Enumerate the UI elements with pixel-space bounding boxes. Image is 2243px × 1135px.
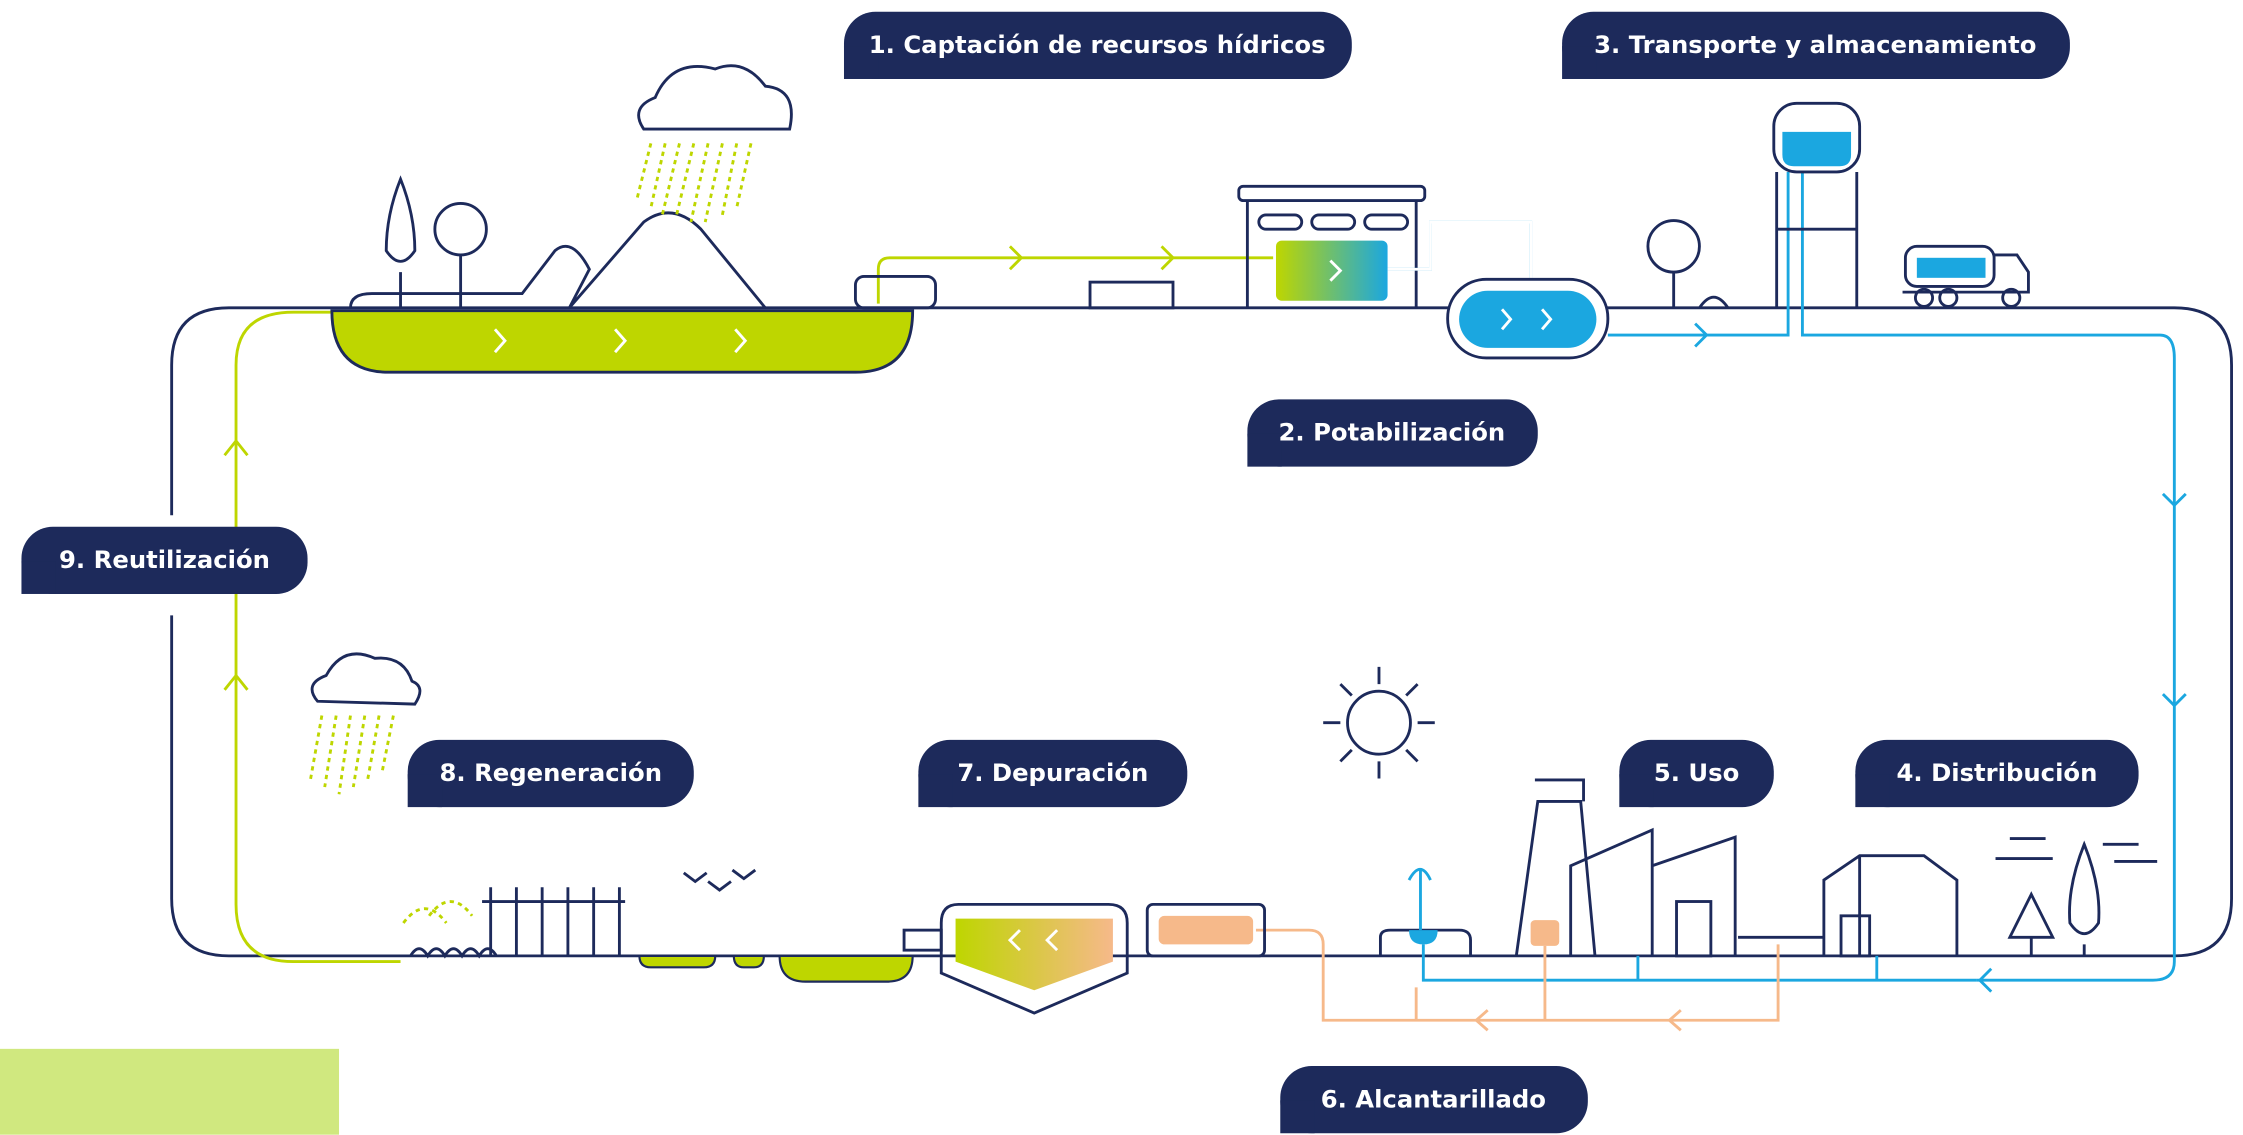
wastewater-plant bbox=[403, 870, 1264, 1013]
step-4: 4. Distribución bbox=[1855, 740, 2138, 807]
step-2: 2. Potabilización bbox=[1247, 399, 1537, 466]
step-7: 7. Depuración bbox=[918, 740, 1187, 807]
step-label: 2. Potabilización bbox=[1278, 418, 1505, 447]
step-label: 4. Distribución bbox=[1897, 758, 2098, 787]
reservoir bbox=[332, 311, 913, 373]
step-5: 5. Uso bbox=[1619, 740, 1773, 807]
step-label: 7. Depuración bbox=[957, 758, 1148, 787]
landscape bbox=[350, 66, 1173, 308]
step-9: 9. Reutilización bbox=[21, 527, 307, 594]
storage bbox=[1648, 103, 2029, 308]
page: 1. Captación de recursos hídricos 2. Pot… bbox=[0, 0, 2243, 1135]
step-label: 5. Uso bbox=[1654, 758, 1739, 787]
city bbox=[1380, 780, 2157, 980]
water-cycle-diagram: 1. Captación de recursos hídricos 2. Pot… bbox=[0, 0, 2243, 1135]
step-label: 1. Captación de recursos hídricos bbox=[869, 30, 1326, 59]
ground-loop bbox=[172, 308, 2232, 956]
step-6: 6. Alcantarillado bbox=[1280, 1066, 1588, 1133]
step-label: 8. Regeneración bbox=[439, 758, 662, 787]
accent-block bbox=[0, 1049, 339, 1135]
step-3: 3. Transporte y almacenamiento bbox=[1562, 12, 2070, 79]
step-1: 1. Captación de recursos hídricos bbox=[844, 12, 1352, 79]
step-8: 8. Regeneración bbox=[408, 740, 694, 807]
step-label: 9. Reutilización bbox=[59, 545, 270, 574]
step-label: 6. Alcantarillado bbox=[1321, 1084, 1546, 1113]
step-label: 3. Transporte y almacenamiento bbox=[1594, 30, 2036, 59]
treatment-plant bbox=[1239, 172, 2186, 992]
